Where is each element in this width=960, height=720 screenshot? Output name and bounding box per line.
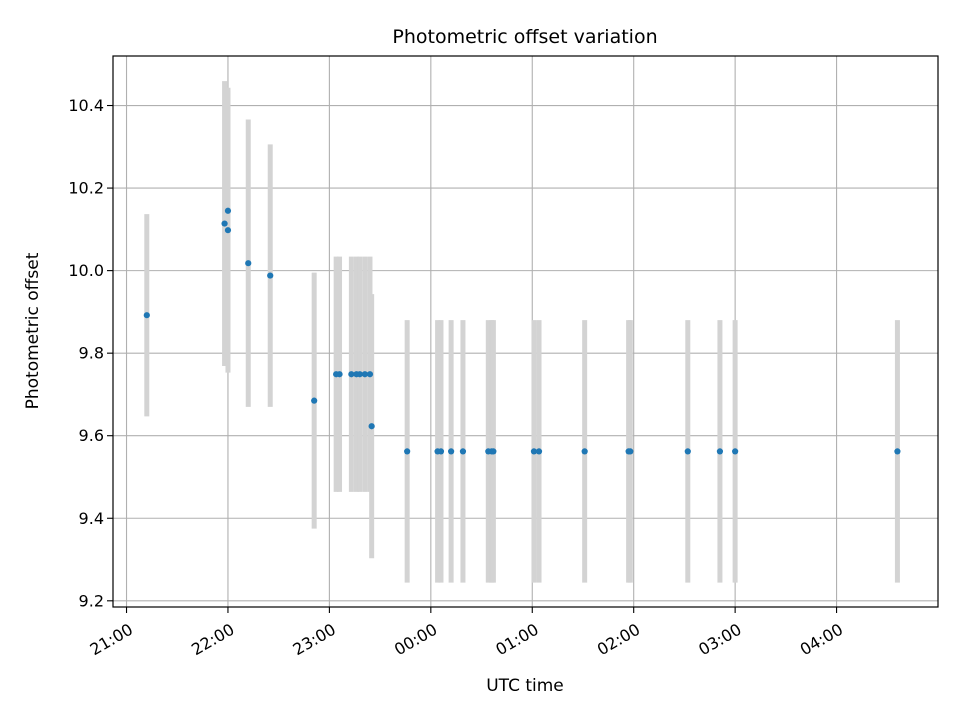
data-point: [143, 312, 150, 319]
data-point: [311, 397, 318, 404]
plot-frame: [112, 55, 939, 608]
y-axis-ticks: 9.2 9.4 9.6 9.8 10.0 10.2 10.4: [68, 96, 113, 610]
chart-title: Photometric offset variation: [392, 26, 657, 48]
data-point: [267, 272, 274, 279]
data-point: [684, 448, 691, 455]
y-tick-label: 9.6: [79, 426, 104, 445]
y-tick-label: 9.2: [79, 591, 104, 610]
data-point: [224, 207, 232, 214]
data-point: [581, 448, 588, 455]
data-point: [348, 371, 355, 378]
data-point: [448, 448, 455, 455]
data-point: [535, 448, 543, 455]
x-axis-label: UTC time: [486, 676, 564, 696]
data-point: [224, 227, 232, 234]
data-point: [404, 448, 411, 455]
y-tick-label: 10.4: [68, 96, 104, 115]
data-point: [716, 448, 724, 455]
data-point: [490, 448, 497, 455]
data-point: [245, 260, 252, 267]
data-point: [894, 448, 901, 455]
y-axis-label: Photometric offset: [23, 252, 43, 409]
data-point: [437, 448, 445, 455]
data-point: [366, 371, 374, 378]
y-tick-label: 9.8: [79, 344, 104, 363]
data-point: [627, 448, 634, 455]
y-tick-label: 9.4: [79, 509, 104, 528]
data-point: [732, 448, 739, 455]
data-point: [459, 448, 467, 455]
data-point: [530, 448, 538, 455]
data-point: [356, 371, 363, 378]
y-tick-label: 10.2: [68, 179, 104, 198]
data-point: [361, 371, 368, 378]
data-point: [336, 371, 343, 378]
data-point: [221, 220, 228, 227]
y-tick-label: 10.0: [68, 261, 104, 280]
data-point: [368, 423, 375, 430]
data-points: [143, 207, 901, 455]
